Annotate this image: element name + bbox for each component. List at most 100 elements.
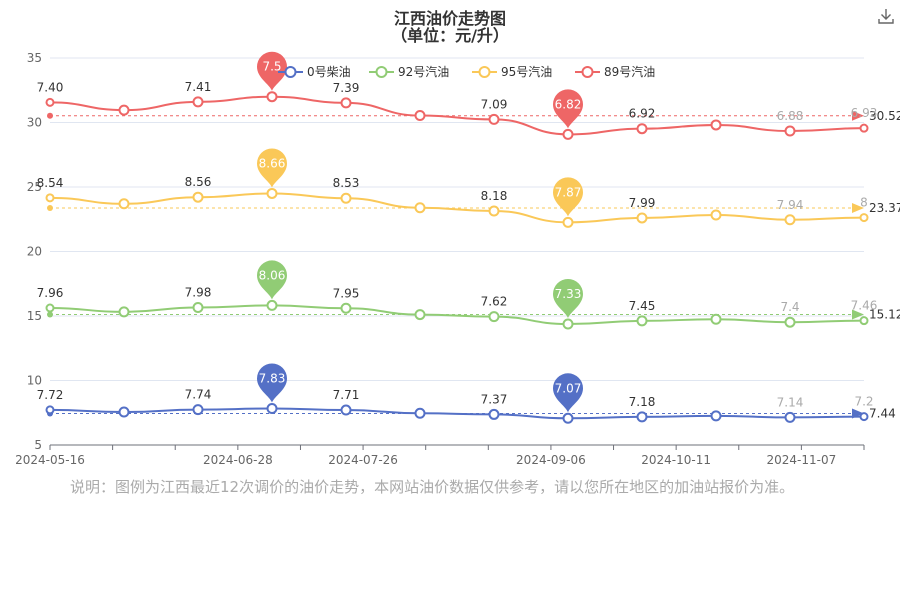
max-marker-label: 8.06 bbox=[259, 268, 286, 282]
data-label: 7.40 bbox=[37, 80, 64, 94]
data-point bbox=[340, 302, 352, 314]
data-point bbox=[710, 209, 722, 221]
data-label: 8 bbox=[860, 196, 868, 210]
average-arrow bbox=[852, 110, 864, 121]
download-icon[interactable] bbox=[876, 6, 896, 26]
average-arrow bbox=[852, 309, 864, 320]
data-label: 7.96 bbox=[37, 286, 64, 300]
data-point bbox=[562, 216, 574, 228]
data-point bbox=[340, 404, 352, 416]
data-point bbox=[118, 198, 130, 210]
average-start-dot bbox=[47, 205, 53, 212]
max-marker bbox=[257, 148, 287, 188]
max-marker-label: 7.83 bbox=[259, 371, 286, 385]
data-point bbox=[562, 318, 574, 330]
data-point bbox=[192, 301, 204, 313]
data-label: 7.71 bbox=[333, 388, 360, 402]
data-point bbox=[859, 123, 869, 133]
data-point bbox=[266, 299, 278, 311]
data-point bbox=[562, 412, 574, 424]
data-point bbox=[784, 125, 796, 137]
data-label: 7.4 bbox=[780, 300, 799, 314]
data-label: 7.09 bbox=[481, 97, 508, 111]
y-tick-label: 35 bbox=[27, 51, 42, 65]
average-start-dot bbox=[47, 311, 53, 318]
data-point bbox=[859, 213, 869, 223]
data-point bbox=[118, 306, 130, 318]
data-point bbox=[192, 404, 204, 416]
min-marker bbox=[553, 373, 583, 413]
series-line bbox=[49, 192, 865, 224]
average-arrow bbox=[852, 408, 864, 419]
data-point bbox=[414, 407, 426, 419]
min-marker-label: 7.87 bbox=[555, 185, 582, 199]
legend-item-label[interactable]: 0号柴油 bbox=[307, 65, 351, 79]
data-point bbox=[488, 408, 500, 420]
data-label: 7.39 bbox=[333, 81, 360, 95]
legend-item-label[interactable]: 95号汽油 bbox=[501, 64, 552, 79]
data-point bbox=[192, 191, 204, 203]
min-marker bbox=[553, 89, 583, 129]
data-point bbox=[45, 193, 55, 203]
min-marker-label: 7.07 bbox=[555, 381, 582, 395]
max-marker bbox=[257, 363, 287, 403]
data-point bbox=[710, 313, 722, 325]
legend-marker[interactable] bbox=[375, 66, 388, 78]
data-point bbox=[488, 205, 500, 217]
legend-marker[interactable] bbox=[581, 66, 594, 78]
max-marker-label: 8.66 bbox=[259, 156, 286, 170]
x-tick-label: 2024-11-07 bbox=[767, 453, 837, 467]
min-marker-label: 7.33 bbox=[555, 287, 582, 301]
data-point bbox=[192, 96, 204, 108]
data-point bbox=[45, 97, 55, 107]
max-marker bbox=[257, 51, 287, 91]
data-point bbox=[266, 187, 278, 199]
data-label: 8.18 bbox=[481, 189, 508, 203]
max-marker bbox=[257, 260, 287, 300]
data-label: 7.18 bbox=[629, 395, 656, 409]
data-label: 7.37 bbox=[481, 392, 508, 406]
series-line bbox=[49, 304, 865, 325]
x-tick-label: 2024-05-16 bbox=[15, 453, 85, 467]
data-label: 7.72 bbox=[37, 388, 64, 402]
average-label: 30.52 bbox=[869, 109, 900, 123]
data-point bbox=[636, 315, 648, 327]
min-marker bbox=[553, 278, 583, 318]
data-label: 6.92 bbox=[629, 107, 656, 121]
data-label: 7.99 bbox=[629, 196, 656, 210]
data-point bbox=[45, 405, 55, 415]
x-tick-label: 2024-10-11 bbox=[641, 453, 711, 467]
data-label: 7.94 bbox=[777, 198, 804, 212]
y-tick-label: 5 bbox=[34, 438, 42, 452]
data-point bbox=[414, 202, 426, 214]
data-label: 7.2 bbox=[854, 395, 873, 409]
data-point bbox=[784, 411, 796, 423]
average-label: 15.12 bbox=[869, 307, 900, 321]
legend-marker[interactable] bbox=[284, 66, 297, 78]
data-point bbox=[710, 410, 722, 422]
chart-subtitle: （单位：元/升） bbox=[391, 26, 509, 45]
legend-item-label[interactable]: 92号汽油 bbox=[398, 64, 449, 79]
y-tick-label: 20 bbox=[27, 245, 42, 259]
y-tick-label: 10 bbox=[27, 374, 42, 388]
data-point bbox=[784, 214, 796, 226]
x-tick-label: 2024-09-06 bbox=[516, 453, 586, 467]
legend-item-label[interactable]: 89号汽油 bbox=[604, 64, 655, 79]
legend-marker[interactable] bbox=[478, 66, 491, 78]
y-tick-label: 15 bbox=[27, 309, 42, 323]
data-point bbox=[340, 97, 352, 109]
data-point bbox=[488, 113, 500, 125]
y-tick-label: 30 bbox=[27, 116, 42, 130]
average-label: 7.44 bbox=[869, 407, 896, 421]
data-point bbox=[118, 104, 130, 116]
data-label: 6.93 bbox=[851, 106, 878, 120]
data-label: 6.88 bbox=[777, 109, 804, 123]
average-start-dot bbox=[47, 112, 53, 119]
data-point bbox=[710, 119, 722, 131]
x-tick-label: 2024-07-26 bbox=[328, 453, 398, 467]
series-line bbox=[49, 407, 865, 420]
data-point bbox=[266, 91, 278, 103]
data-label: 7.74 bbox=[185, 388, 212, 402]
max-marker-label: 7.5 bbox=[262, 60, 281, 74]
